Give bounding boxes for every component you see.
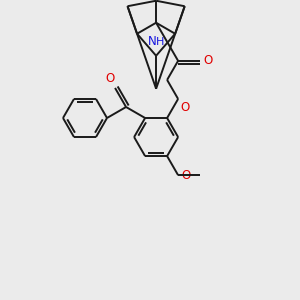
Text: O: O — [105, 72, 114, 85]
Text: O: O — [180, 101, 189, 114]
Text: H: H — [156, 37, 164, 47]
Text: O: O — [203, 54, 212, 67]
Text: O: O — [181, 169, 190, 182]
Text: N: N — [148, 35, 157, 48]
